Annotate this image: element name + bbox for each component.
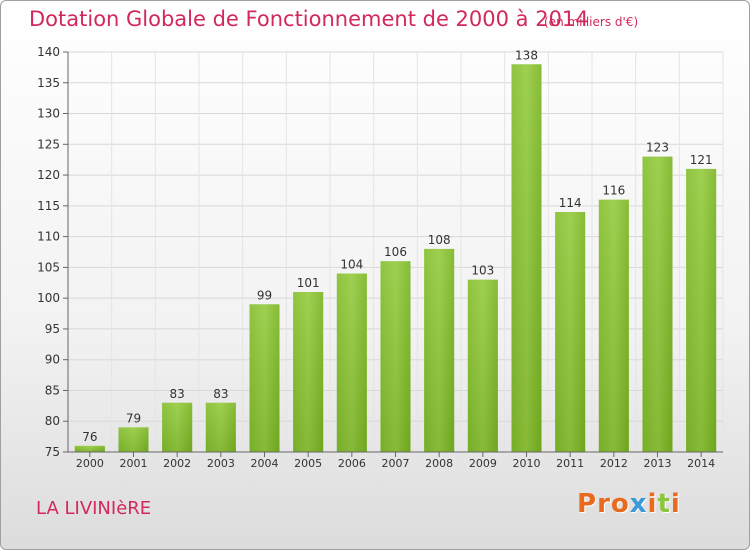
data-label: 101 [297, 276, 320, 290]
bar-shade-2012 [598, 199, 629, 452]
logo-letter: r [597, 489, 611, 519]
y-tick-label: 120 [37, 168, 60, 182]
data-label: 103 [471, 264, 494, 278]
bar-shade-2001 [118, 427, 149, 452]
x-tick-label: 2012 [600, 457, 628, 470]
x-tick-label: 2000 [76, 457, 104, 470]
logo-letter: o [610, 489, 630, 519]
x-tick-label: 2009 [469, 457, 497, 470]
x-tick-label: 2007 [382, 457, 410, 470]
y-tick-label: 130 [37, 107, 60, 121]
bar-shade-2013 [642, 156, 673, 452]
x-tick-label: 2003 [207, 457, 235, 470]
x-tick-label: 2010 [513, 457, 541, 470]
x-tick-label: 2002 [163, 457, 191, 470]
x-tick-label: 2011 [556, 457, 584, 470]
data-labels: 76 79 83 83 99 101 104 106 108 103 138 114 116 123 121 [82, 48, 712, 444]
bar-shade-2014 [686, 168, 717, 452]
data-label: 83 [213, 387, 228, 401]
bar-shade-2008 [424, 248, 455, 452]
x-tick-label: 2001 [120, 457, 148, 470]
data-label: 108 [428, 233, 451, 247]
data-label: 123 [646, 141, 669, 155]
bar-shade-2005 [293, 292, 324, 452]
y-tick-label: 125 [37, 137, 60, 151]
data-label: 106 [384, 245, 407, 259]
bar-shade-2007 [380, 261, 411, 452]
logo-letter: x [629, 489, 648, 519]
y-tick-label: 85 [45, 383, 60, 397]
bar-shade-2010 [511, 64, 542, 453]
bar-shade-2003 [205, 402, 236, 452]
logo-letter: P [577, 489, 598, 519]
chart-title: Dotation Globale de Fonctionnement de 20… [29, 7, 589, 31]
y-tick-label: 135 [37, 76, 60, 90]
data-label: 116 [602, 184, 625, 198]
y-tick-label: 140 [37, 45, 60, 59]
bar-shade-2000 [74, 445, 105, 452]
y-tick-label: 105 [37, 260, 60, 274]
logo-letter: t [657, 489, 671, 519]
y-tick-label: 75 [45, 445, 60, 459]
bar-shade-2009 [467, 279, 498, 452]
x-tick-label: 2004 [251, 457, 279, 470]
commune-name: LA LIVINIèRE [36, 498, 152, 519]
y-tick-label: 95 [45, 322, 60, 336]
proxiti-logo: Proxiti [577, 489, 681, 519]
axes: 75 80 85 90 95 100 105 110 115 120 125 130 135 140 200… [37, 45, 723, 470]
y-tick-label: 90 [45, 353, 60, 367]
data-label: 121 [690, 153, 713, 167]
y-tick-label: 100 [37, 291, 60, 305]
bar-shade-2011 [555, 212, 586, 452]
data-label: 83 [170, 387, 185, 401]
x-tick-label: 2006 [338, 457, 366, 470]
data-label: 99 [257, 288, 272, 302]
bars [74, 64, 717, 453]
x-tick-label: 2008 [425, 457, 453, 470]
bar-shade-2006 [336, 273, 367, 452]
y-tick-label: 115 [37, 199, 60, 213]
y-tick-label: 110 [37, 230, 60, 244]
logo-letter: i [647, 489, 658, 519]
data-label: 79 [126, 411, 141, 425]
data-label: 138 [515, 48, 538, 62]
x-tick-label: 2014 [687, 457, 715, 470]
data-label: 104 [340, 258, 363, 272]
x-tick-label: 2005 [294, 457, 322, 470]
y-tick-label: 80 [45, 414, 60, 428]
x-tick-label: 2013 [644, 457, 672, 470]
data-label: 76 [82, 430, 97, 444]
data-label: 114 [559, 196, 582, 210]
logo-letter: i [670, 489, 681, 519]
bar-shade-2004 [249, 304, 280, 452]
bar-shade-2002 [162, 402, 193, 452]
chart-subtitle: (en milliers d'€) [544, 15, 639, 29]
